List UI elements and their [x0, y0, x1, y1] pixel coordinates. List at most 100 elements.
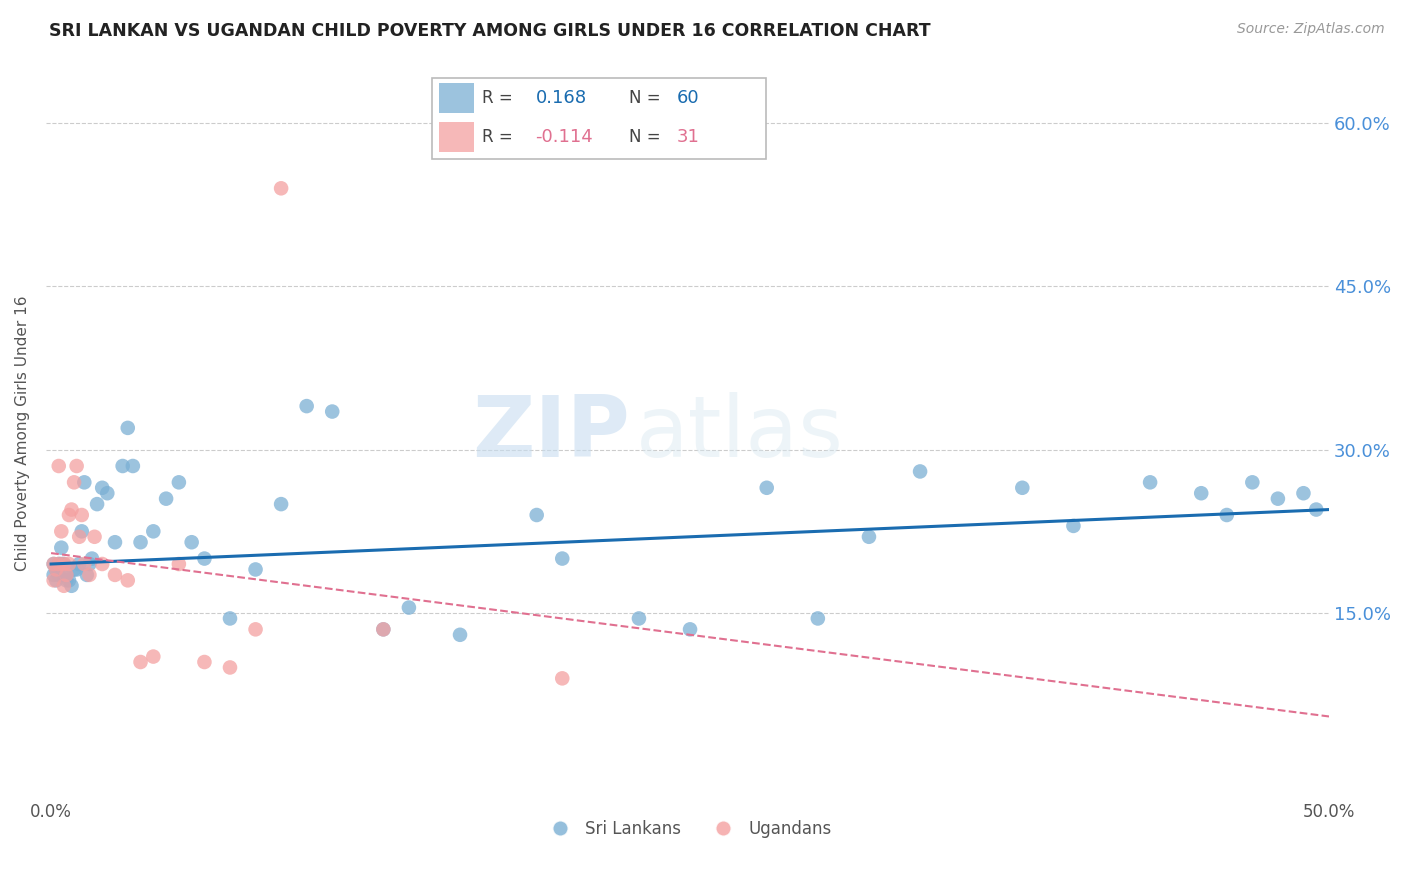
Point [42, 557, 65, 571]
Point [51, 524, 73, 539]
Point [1062, 519, 1084, 533]
Point [193, 655, 215, 669]
Point [373, 623, 395, 637]
Point [1292, 486, 1315, 500]
Point [104, 568, 127, 582]
Point [180, 535, 202, 549]
Text: 0.168: 0.168 [536, 89, 586, 107]
Point [551, 671, 574, 685]
Point [167, 557, 190, 571]
Point [58, 574, 80, 588]
Text: R =: R = [482, 89, 513, 107]
Text: atlas: atlas [636, 392, 844, 475]
Point [1216, 508, 1239, 522]
Point [111, 458, 134, 473]
Point [58, 508, 80, 522]
Point [129, 535, 152, 549]
Point [73, 475, 96, 490]
FancyBboxPatch shape [439, 83, 474, 113]
Point [1267, 491, 1289, 506]
Point [1241, 475, 1264, 490]
Point [1139, 475, 1161, 490]
Point [91, 557, 114, 571]
Text: 60: 60 [676, 89, 699, 107]
Point [219, 660, 242, 674]
FancyBboxPatch shape [432, 78, 766, 159]
Point [270, 497, 292, 511]
Point [117, 574, 139, 588]
Point [42, 557, 65, 571]
Point [51, 557, 73, 571]
Point [66, 562, 89, 576]
Point [155, 491, 177, 506]
Text: 31: 31 [676, 128, 700, 145]
Text: SRI LANKAN VS UGANDAN CHILD POVERTY AMONG GIRLS UNDER 16 CORRELATION CHART: SRI LANKAN VS UGANDAN CHILD POVERTY AMON… [49, 22, 931, 40]
Point [48, 568, 70, 582]
Point [104, 535, 127, 549]
Legend: Sri Lankans, Ugandans: Sri Lankans, Ugandans [537, 814, 838, 845]
Point [129, 655, 152, 669]
Point [80, 551, 103, 566]
Point [55, 568, 77, 582]
Point [73, 557, 96, 571]
Point [48, 557, 70, 571]
Point [193, 551, 215, 566]
Point [60, 502, 83, 516]
Point [117, 421, 139, 435]
Point [79, 568, 101, 582]
Point [245, 623, 267, 637]
Point [142, 524, 165, 539]
Point [60, 579, 83, 593]
Point [70, 508, 93, 522]
Point [1189, 486, 1212, 500]
Point [398, 600, 420, 615]
Point [67, 530, 90, 544]
Point [449, 628, 471, 642]
Point [63, 475, 86, 490]
Text: -0.114: -0.114 [536, 128, 593, 145]
Point [52, 568, 75, 582]
Point [52, 557, 75, 571]
Point [86, 497, 108, 511]
Point [48, 458, 70, 473]
Point [245, 562, 267, 576]
Point [79, 557, 101, 571]
Point [45, 562, 67, 576]
Text: R =: R = [482, 128, 513, 145]
Point [63, 562, 86, 576]
Point [91, 481, 114, 495]
Point [122, 458, 145, 473]
Point [373, 623, 395, 637]
Point [858, 530, 880, 544]
Point [321, 404, 343, 418]
Point [55, 568, 77, 582]
Text: N =: N = [628, 128, 661, 145]
Point [551, 551, 574, 566]
Point [1011, 481, 1033, 495]
Point [42, 568, 65, 582]
Point [142, 649, 165, 664]
Point [51, 541, 73, 555]
Point [627, 611, 650, 625]
Y-axis label: Child Poverty Among Girls Under 16: Child Poverty Among Girls Under 16 [15, 295, 30, 571]
Point [270, 181, 292, 195]
Point [807, 611, 830, 625]
Point [55, 574, 77, 588]
Text: ZIP: ZIP [472, 392, 630, 475]
Point [66, 458, 89, 473]
Point [96, 486, 118, 500]
Point [295, 399, 318, 413]
Point [679, 623, 702, 637]
Point [52, 579, 75, 593]
Point [526, 508, 548, 522]
Point [67, 557, 90, 571]
FancyBboxPatch shape [439, 121, 474, 152]
Point [76, 568, 98, 582]
Point [48, 557, 70, 571]
Point [908, 465, 931, 479]
Text: Source: ZipAtlas.com: Source: ZipAtlas.com [1237, 22, 1385, 37]
Point [42, 574, 65, 588]
Point [167, 475, 190, 490]
Point [70, 524, 93, 539]
Point [45, 562, 67, 576]
